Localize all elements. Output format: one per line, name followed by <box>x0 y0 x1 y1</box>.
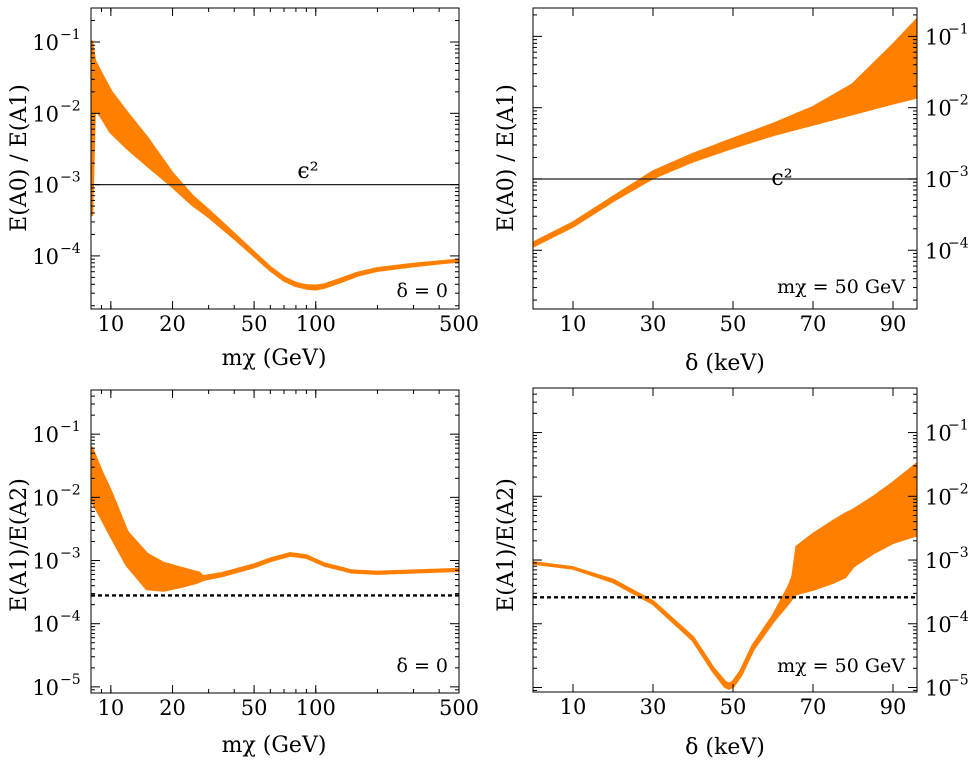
p4-xtick-label: 90 <box>880 695 907 719</box>
p1-ylabel: E(A0) / E(A1) <box>7 84 32 232</box>
p4-frame <box>532 387 918 693</box>
p2-plot-area <box>533 18 917 248</box>
p1-xlabel: mχ (GeV) <box>222 346 327 371</box>
p4-ytick-label: 10 <box>925 613 952 637</box>
p3-ytick-label: 10 <box>32 613 59 637</box>
p4-annotation: mχ = 50 GeV <box>777 655 905 677</box>
p1-reference-label: ϵ² <box>297 159 318 184</box>
p2-ytick-label: 10 <box>925 25 952 49</box>
p3-ytick-label: 10 <box>32 676 59 700</box>
p4-ytick-exponent: −2 <box>948 481 969 497</box>
p1-ytick-label: 10 <box>32 31 59 55</box>
p1-xtick-label: 10 <box>97 312 124 336</box>
p2-xtick-label: 10 <box>560 312 587 336</box>
p3-ylabel: E(A1)/E(A2) <box>7 478 32 612</box>
p3-ytick-label: 10 <box>32 423 59 447</box>
p2-reference-label: ϵ² <box>771 166 792 191</box>
p3-xtick-label: 500 <box>439 696 479 720</box>
p3-band-lower-edge <box>91 497 459 592</box>
p4-ytick-label: 10 <box>925 549 952 573</box>
p4-xtick-label: 50 <box>720 695 747 719</box>
p2-ytick-exponent: −3 <box>948 164 969 180</box>
p3-xtick-label: 50 <box>241 696 268 720</box>
p3-ytick-exponent: −1 <box>60 419 81 435</box>
p2-ytick-label: 10 <box>925 168 952 192</box>
p2-ytick-label: 10 <box>925 97 952 121</box>
p2-ytick-label: 10 <box>925 239 952 263</box>
p4-ytick-exponent: −1 <box>948 418 969 434</box>
p2-xtick-label: 90 <box>880 312 907 336</box>
p1-annotation: δ = 0 <box>396 280 448 302</box>
p3-xtick-label: 20 <box>159 696 186 720</box>
p1-ytick-exponent: −1 <box>60 27 81 43</box>
p3-xlabel: mχ (GeV) <box>222 733 327 758</box>
p1-xtick-label: 500 <box>439 312 479 336</box>
p4-ytick-exponent: −3 <box>948 545 969 561</box>
p2-ytick-exponent: −2 <box>948 93 969 109</box>
p2-band-upper-edge <box>533 18 917 246</box>
p1-xtick-label: 100 <box>296 312 336 336</box>
p2-frame <box>532 7 918 310</box>
p2-ytick-exponent: −4 <box>948 235 969 251</box>
p2-ytick-exponent: −1 <box>948 21 969 37</box>
p3-ytick-exponent: −5 <box>60 672 81 688</box>
p1-frame <box>90 7 460 310</box>
p3-ytick-label: 10 <box>32 550 59 574</box>
p2-xtick-label: 50 <box>720 312 747 336</box>
p3-ytick-label: 10 <box>32 486 59 510</box>
p2-xlabel: δ (keV) <box>685 351 765 376</box>
p1-plot-area <box>91 40 459 291</box>
p2-ylabel: E(A0) / E(A1) <box>494 84 519 232</box>
p1-ytick-label: 10 <box>32 174 59 198</box>
p1-xtick-label: 50 <box>241 312 268 336</box>
p4-ytick-label: 10 <box>925 677 952 701</box>
p2-xtick-label: 30 <box>640 312 667 336</box>
p3-plot-area <box>91 446 459 592</box>
p4-xlabel: δ (keV) <box>685 735 765 760</box>
p1-ytick-exponent: −3 <box>60 170 81 186</box>
p4-ytick-exponent: −5 <box>948 673 969 689</box>
p4-ytick-label: 10 <box>925 422 952 446</box>
p4-ytick-exponent: −4 <box>948 609 969 625</box>
p3-band <box>91 447 459 591</box>
p4-plot-area <box>533 462 917 690</box>
p3-xtick-label: 100 <box>296 696 336 720</box>
p4-xtick-label: 30 <box>640 695 667 719</box>
p3-frame <box>90 389 460 694</box>
p4-ytick-label: 10 <box>925 485 952 509</box>
p3-ytick-exponent: −4 <box>60 609 81 625</box>
p4-marks <box>533 462 917 690</box>
p3-ytick-exponent: −2 <box>60 482 81 498</box>
p1-ytick-exponent: −4 <box>60 241 81 257</box>
p1-xtick-label: 20 <box>159 312 186 336</box>
p1-ytick-label: 10 <box>32 102 59 126</box>
p4-xtick-label: 70 <box>800 695 827 719</box>
p1-ytick-label: 10 <box>32 245 59 269</box>
p3-marks <box>91 446 459 597</box>
p1-ytick-exponent: −2 <box>60 98 81 114</box>
p4-ylabel: E(A1)/E(A2) <box>494 478 519 612</box>
p2-marks <box>533 18 917 248</box>
p1-band-lower-edge <box>91 105 459 291</box>
p3-ytick-exponent: −3 <box>60 546 81 562</box>
p3-annotation: δ = 0 <box>396 655 448 677</box>
p3-xtick-label: 10 <box>97 696 124 720</box>
p1-marks <box>91 40 459 291</box>
p4-band-lower-edge <box>533 532 917 690</box>
p2-xtick-label: 70 <box>800 312 827 336</box>
p2-band-lower-edge <box>533 95 917 248</box>
p4-xtick-label: 10 <box>560 695 587 719</box>
p2-annotation: mχ = 50 GeV <box>777 276 905 298</box>
